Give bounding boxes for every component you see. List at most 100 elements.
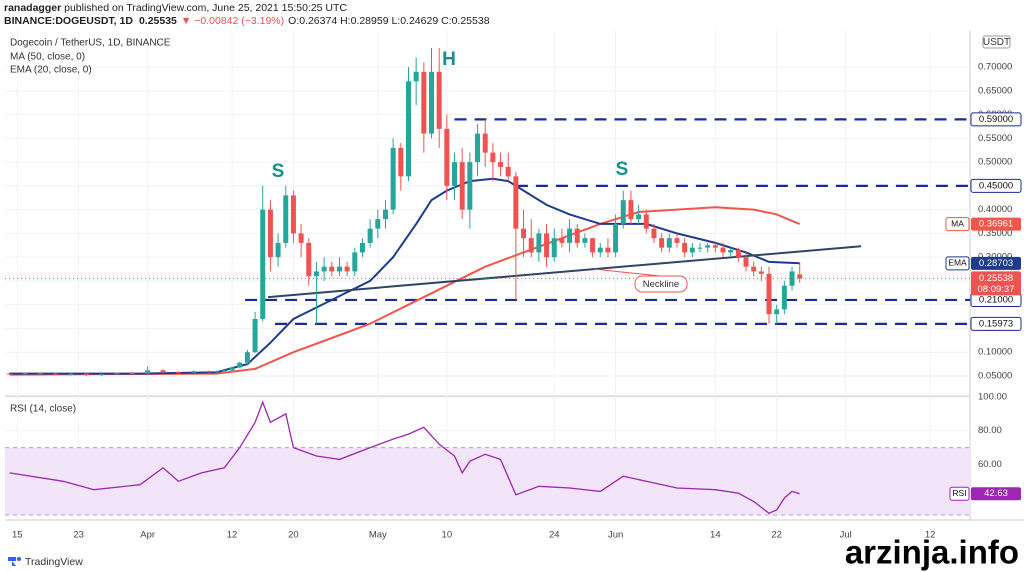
candle-body	[244, 352, 250, 363]
candle-body	[405, 81, 411, 177]
ohlc: O:0.26374 H:0.28959 L:0.24629 C:0.25538	[288, 15, 490, 27]
neckline-connector	[594, 268, 661, 277]
candle-body	[206, 371, 212, 373]
candle-body	[298, 233, 304, 243]
ma-legend: MA (50, close, 0)	[10, 52, 85, 63]
y-tick-label: 0.50000	[978, 157, 1012, 168]
candle-body	[659, 238, 665, 248]
candle-body	[513, 176, 519, 229]
countdown: 08:09:37	[978, 284, 1015, 295]
candle-body	[336, 266, 342, 272]
candle-body	[498, 162, 504, 167]
candle-body	[421, 71, 427, 134]
y-tick-label: 0.05000	[978, 371, 1012, 382]
moving-average-line	[9, 206, 801, 376]
candle-body	[68, 373, 74, 375]
candle-body	[789, 271, 795, 286]
candle-body	[129, 373, 135, 375]
current-price-label: 0.25538	[979, 273, 1013, 284]
overlay: 15 23 Apr 12 20 May 10 24 Jun 14 22 Jul 12 0.05000 0.1…	[12, 62, 1022, 541]
currency: USDT	[983, 37, 1010, 48]
y-tick-label: 0.40000	[978, 204, 1012, 215]
candle-body	[221, 370, 227, 372]
candle-body	[252, 318, 258, 353]
candle-body	[490, 152, 496, 163]
annotation-right-shoulder: S	[616, 159, 629, 180]
candle-body	[275, 242, 281, 258]
candle-body	[651, 228, 657, 239]
candle-body	[705, 245, 711, 248]
x-tick-label: Jul	[840, 530, 852, 541]
ma-value-box	[971, 256, 1021, 270]
candle-body	[774, 309, 780, 315]
candle-body	[636, 214, 642, 220]
neckline-label: Neckline	[643, 279, 679, 290]
candle-body	[643, 214, 649, 229]
y-tick-label: 0.10000	[978, 347, 1012, 358]
candle-body	[712, 245, 718, 248]
candle-body	[551, 238, 557, 258]
x-tick-label: 22	[771, 530, 782, 541]
level-label: 0.15973	[979, 318, 1013, 329]
x-tick-label: 20	[288, 530, 299, 541]
x-tick-label: 23	[73, 530, 84, 541]
candle-body	[697, 247, 703, 249]
x-tick-label: 10	[442, 530, 453, 541]
x-tick-label: 14	[710, 530, 721, 541]
rsi-legend: RSI (14, close)	[10, 404, 76, 415]
candle-body	[329, 266, 335, 272]
candle-body	[574, 228, 580, 243]
candle-body	[260, 209, 266, 319]
published: published on TradingView.com, June 25, 2…	[61, 2, 347, 14]
candle-body	[781, 285, 787, 310]
candle-body	[536, 233, 542, 253]
level-label-box	[970, 178, 1022, 193]
candle-body	[99, 374, 105, 376]
candle-body	[743, 257, 749, 267]
candle-body	[313, 271, 319, 277]
ma-tag: MA	[951, 218, 964, 228]
candle-body	[175, 372, 181, 374]
rsi-tick-label: 100.00	[978, 392, 1007, 403]
candle-body	[367, 228, 373, 243]
logo-shape	[12, 561, 16, 566]
candle-body	[352, 252, 358, 272]
candle-body	[666, 238, 672, 248]
candle-body	[145, 370, 151, 374]
annotation-head: H	[442, 49, 456, 70]
candle-body	[628, 200, 634, 220]
candle-body	[735, 250, 741, 258]
header-line-1: ranadagger published on TradingView.com,…	[4, 2, 347, 14]
candle-body	[436, 71, 442, 129]
symbol: BINANCE:DOGEUSDT, 1D	[4, 15, 133, 27]
chart-title: Dogecoin / TetherUS, 1D, BINANCE	[10, 38, 171, 49]
candle-body	[22, 373, 28, 375]
candle-body	[114, 373, 120, 375]
x-tick-label: 12	[227, 530, 238, 541]
y-tick-label: 0.35000	[978, 228, 1012, 239]
candle-body	[682, 242, 688, 253]
price-pane	[5, 48, 970, 376]
x-tick-label: Jun	[608, 530, 623, 541]
candle-body	[689, 247, 695, 253]
candle-body	[344, 266, 350, 272]
level-label: 0.45000	[979, 180, 1013, 191]
candle-body	[728, 250, 734, 253]
candle-body	[467, 162, 473, 210]
y-tick-label: 0.70000	[978, 62, 1012, 73]
x-tick-label: 12	[925, 530, 936, 541]
candle-body	[237, 362, 243, 368]
logo-shape	[8, 557, 16, 561]
ma-tag-box	[945, 217, 970, 232]
ma-tag: EMA	[948, 258, 967, 268]
level-label: 0.21000	[979, 294, 1013, 305]
candle-body	[528, 238, 534, 253]
candle-body	[597, 247, 603, 253]
rsi-pane	[5, 400, 970, 516]
ma-value: 0.36961	[979, 219, 1013, 230]
candle-body	[475, 133, 481, 163]
candle-body	[390, 147, 396, 210]
ma-value-box	[971, 217, 1021, 231]
author: ranadagger	[4, 2, 61, 14]
